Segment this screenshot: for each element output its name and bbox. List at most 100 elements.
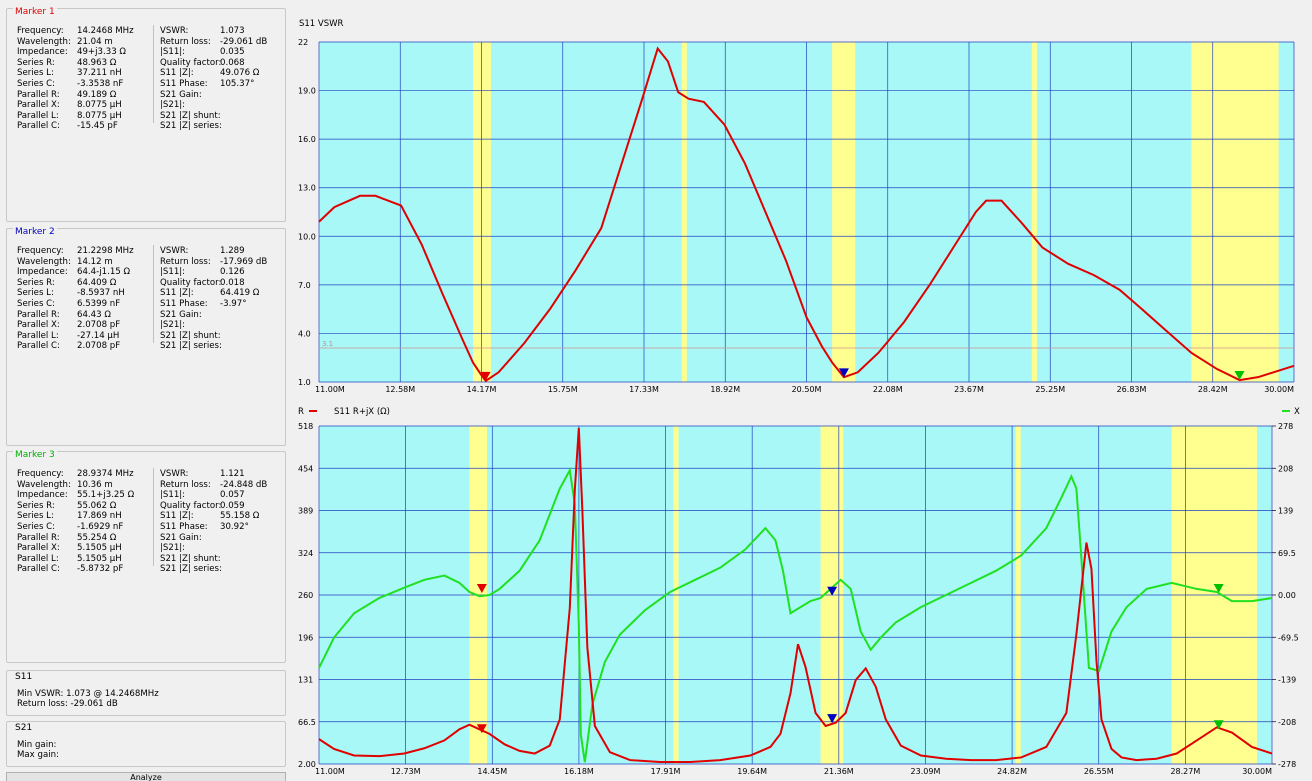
marker-field-row: Series C: -3.3538 nF <box>17 79 134 90</box>
marker-field-value: -17.969 dB <box>220 256 268 267</box>
marker-field-label: Parallel L: <box>17 330 59 341</box>
marker-3-group: Marker 3 Frequency: 28.9374 MHz Wavelength… <box>6 450 286 663</box>
marker-field-row: S11 Phase: 105.37° <box>160 79 267 90</box>
marker-field-value: 1.073 <box>220 26 245 36</box>
marker-field-row: S11 |Z|: 55.158 Ω <box>160 511 267 522</box>
marker-field-label: |S11|: <box>160 490 186 501</box>
marker-field-value: 48.963 Ω <box>77 57 117 68</box>
marker-field-label: S21 |Z| shunt: <box>160 553 221 564</box>
marker-field-value: -27.14 µH <box>77 330 120 341</box>
rx-marker-2-x <box>827 586 838 596</box>
rx-x-tick: 30.00M <box>1242 767 1272 776</box>
rx-legend-r: R <box>298 407 304 417</box>
vswr-x-tick: 26.83M <box>1117 385 1147 394</box>
marker-field-row: Series C: 6.5399 nF <box>17 299 134 310</box>
marker-1-title: Marker 1 <box>13 7 57 17</box>
marker-field-value: 21.2298 MHz <box>77 246 134 256</box>
marker-field-row: Parallel X: 8.0775 µH <box>17 100 134 111</box>
rx-x-tick: 11.00M <box>315 767 345 776</box>
marker-1-group: Marker 1 Frequency: 14.2468 MHz Wavelength… <box>6 7 286 222</box>
marker-field-row: VSWR: 1.121 <box>160 469 267 480</box>
marker-field-row: Quality factor: 0.059 <box>160 501 267 512</box>
marker-field-label: S21 Gain: <box>160 309 202 320</box>
marker-1-right-fields: VSWR: 1.073 Return loss: -29.061 dB |S11|: 0.… <box>160 26 267 132</box>
marker-3-title: Marker 3 <box>13 450 57 460</box>
marker-field-label: S11 Phase: <box>160 78 208 89</box>
marker-field-value: 64.4-j1.15 Ω <box>77 267 131 278</box>
analyze-button[interactable]: Analyze <box>6 772 286 781</box>
rx-legend-x: X <box>1294 407 1300 417</box>
vswr-x-tick: 18.92M <box>710 385 740 394</box>
marker-field-label: Parallel R: <box>17 309 60 320</box>
vswr-x-tick: 23.67M <box>954 385 984 394</box>
marker-field-label: Parallel X: <box>17 320 60 331</box>
rx-y-tick-right: -69.5 <box>1278 633 1299 642</box>
rx-x-tick: 21.36M <box>824 767 854 776</box>
marker-field-row: Parallel R: 64.43 Ω <box>17 310 134 321</box>
marker-field-value: 55.1+j3.25 Ω <box>77 490 135 501</box>
marker-field-label: Impedance: <box>17 267 68 278</box>
marker-field-label: Parallel C: <box>17 564 60 575</box>
marker-field-label: VSWR: <box>160 469 189 479</box>
marker-field-value: 0.126 <box>220 267 245 278</box>
marker-field-row: Series R: 55.062 Ω <box>17 501 134 512</box>
rx-x-tick: 19.64M <box>737 767 767 776</box>
marker-field-row: Return loss: -24.848 dB <box>160 480 267 491</box>
marker-field-row: |S21|: <box>160 100 267 111</box>
marker-field-label: S21 |Z| series: <box>160 341 222 352</box>
vswr-y-tick: 4.0 <box>298 329 311 338</box>
marker-field-value: 37.211 nH <box>77 68 122 79</box>
marker-field-row: Parallel X: 5.1505 µH <box>17 543 134 554</box>
marker-field-label: S21 |Z| shunt: <box>160 330 221 341</box>
marker-field-value: 55.254 Ω <box>77 532 117 543</box>
vswr-x-tick: 17.33M <box>629 385 659 394</box>
marker-panel: Marker 1 Frequency: 14.2468 MHz Wavelength… <box>0 0 290 781</box>
marker-field-row: |S11|: 0.035 <box>160 47 267 58</box>
s11-summary-title: S11 <box>13 672 35 682</box>
marker-field-row: Return loss: -29.061 dB <box>160 37 267 48</box>
rx-x-tick: 28.27M <box>1170 767 1200 776</box>
marker-field-label: Wavelength: <box>17 256 71 267</box>
marker-field-row: |S21|: <box>160 320 267 331</box>
marker-field-label: VSWR: <box>160 246 189 256</box>
marker-field-value: 55.062 Ω <box>77 500 117 511</box>
marker-field-label: Parallel X: <box>17 543 60 554</box>
marker-field-label: Series R: <box>17 277 55 288</box>
vswr-band <box>472 42 491 382</box>
marker-field-label: Parallel L: <box>17 553 59 564</box>
rx-y-tick-right: -278 <box>1278 760 1296 769</box>
marker-field-label: Frequency: <box>17 469 64 479</box>
marker-field-value: 21.04 m <box>77 36 113 47</box>
marker-field-label: Quality factor: <box>160 277 222 288</box>
marker-field-row: S21 |Z| shunt: <box>160 554 267 565</box>
marker-field-row: S21 Gain: <box>160 533 267 544</box>
marker-field-label: Return loss: <box>160 256 211 267</box>
s21-min-gain: Min gain: <box>17 740 57 750</box>
marker-field-label: Parallel R: <box>17 89 60 100</box>
plots-svg: S11 VSWR 11.00M 12.58M 14.17M 15.75M 17.33M 18… <box>298 19 1300 776</box>
rx-y-tick-right: 69.5 <box>1278 549 1296 558</box>
rx-y-tick-right: 208 <box>1278 464 1293 473</box>
vswr-y-tick: 13.0 <box>298 184 316 193</box>
marker-field-row: Series C: -1.6929 nF <box>17 522 134 533</box>
marker-field-label: |S21|: <box>160 320 186 331</box>
vswr-band <box>832 42 856 382</box>
marker-field-label: S11 |Z|: <box>160 511 194 522</box>
vswr-x-tick: 28.42M <box>1198 385 1228 394</box>
marker-field-row: S21 Gain: <box>160 310 267 321</box>
marker-field-label: S21 Gain: <box>160 89 202 100</box>
marker-field-value: 105.37° <box>220 78 255 89</box>
marker-field-row: |S21|: <box>160 543 267 554</box>
marker-field-value: 17.869 nH <box>77 511 122 522</box>
marker-field-row: Parallel L: 5.1505 µH <box>17 554 134 565</box>
s11-min-vswr: Min VSWR: 1.073 @ 14.2468MHz <box>17 689 159 699</box>
marker-field-label: Wavelength: <box>17 479 71 490</box>
marker-field-row: Series L: 37.211 nH <box>17 68 134 79</box>
marker-field-value: 30.92° <box>220 521 249 532</box>
marker-field-label: S11 |Z|: <box>160 288 194 299</box>
vswr-band <box>1191 42 1279 382</box>
vswr-y-tick: 1.0 <box>298 378 311 387</box>
rx-y-tick-left: 389 <box>298 507 313 516</box>
